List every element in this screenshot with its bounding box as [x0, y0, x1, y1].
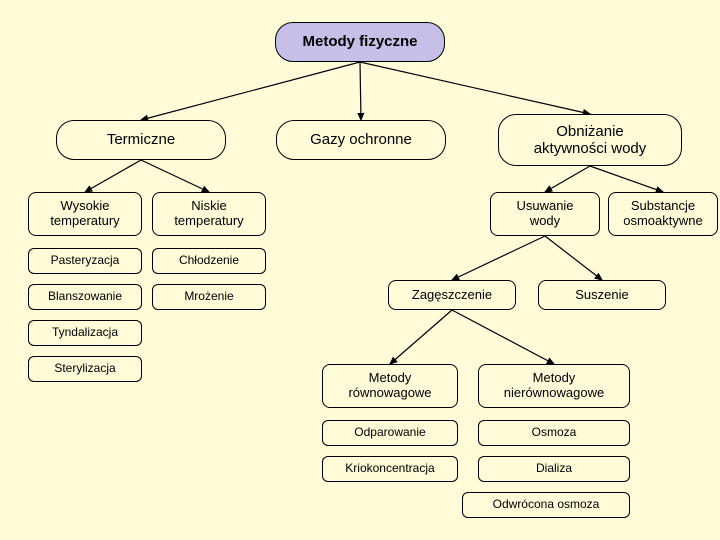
node-wysokie: Wysokie temperatury	[28, 192, 142, 236]
arrow-zagesz-met_nier	[452, 310, 554, 364]
node-paster: Pasteryzacja	[28, 248, 142, 274]
node-dializa: Dializa	[478, 456, 630, 482]
node-tyndal: Tyndalizacja	[28, 320, 142, 346]
arrow-usuwanie-suszenie	[545, 236, 602, 280]
node-krio: Kriokoncentracja	[322, 456, 458, 482]
arrow-obniz-substancje	[590, 166, 663, 192]
node-met_nier: Metody nierównowagowe	[478, 364, 630, 408]
node-obniz: Obniżanie aktywności wody	[498, 114, 682, 166]
node-odpar: Odparowanie	[322, 420, 458, 446]
node-steryl: Sterylizacja	[28, 356, 142, 382]
arrow-root-termiczne	[141, 62, 360, 120]
node-mroz: Mrożenie	[152, 284, 266, 310]
node-odwroc: Odwrócona osmoza	[462, 492, 630, 518]
node-usuwanie: Usuwanie wody	[490, 192, 600, 236]
arrow-usuwanie-zagesz	[452, 236, 545, 280]
arrow-obniz-usuwanie	[545, 166, 590, 192]
arrow-termiczne-niskie	[141, 160, 209, 192]
node-met_row: Metody równowagowe	[322, 364, 458, 408]
node-zagesz: Zagęszczenie	[388, 280, 516, 310]
arrow-root-gazy	[360, 62, 361, 120]
node-niskie: Niskie temperatury	[152, 192, 266, 236]
node-osmoza: Osmoza	[478, 420, 630, 446]
arrow-root-obniz	[360, 62, 590, 114]
node-termiczne: Termiczne	[56, 120, 226, 160]
node-chlodz: Chłodzenie	[152, 248, 266, 274]
node-blansz: Blanszowanie	[28, 284, 142, 310]
arrow-termiczne-wysokie	[85, 160, 141, 192]
node-suszenie: Suszenie	[538, 280, 666, 310]
arrow-zagesz-met_row	[390, 310, 452, 364]
node-root: Metody fizyczne	[275, 22, 445, 62]
node-gazy: Gazy ochronne	[276, 120, 446, 160]
node-substancje: Substancje osmoaktywne	[608, 192, 718, 236]
